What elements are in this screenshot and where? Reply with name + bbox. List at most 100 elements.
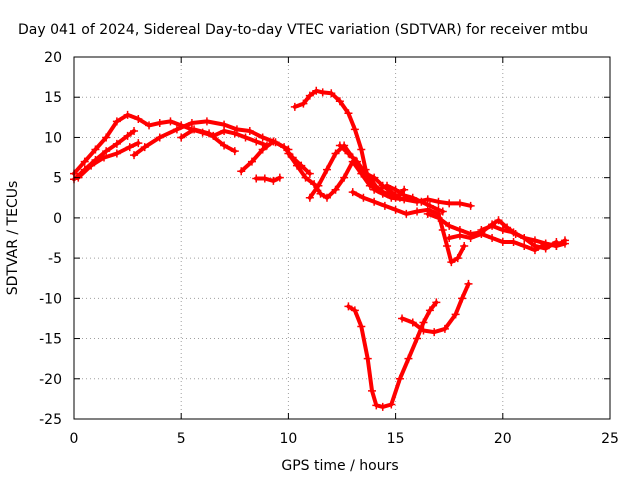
data-point bbox=[520, 242, 529, 251]
y-tick-label: 5 bbox=[53, 171, 62, 187]
data-point bbox=[350, 125, 359, 134]
data-point bbox=[350, 306, 359, 315]
data-point bbox=[498, 238, 507, 247]
data-point bbox=[391, 205, 400, 214]
data-point bbox=[301, 173, 310, 182]
data-point bbox=[477, 225, 486, 234]
data-point bbox=[344, 302, 353, 311]
data-point bbox=[237, 167, 246, 176]
data-point bbox=[445, 221, 454, 230]
data-point bbox=[299, 99, 308, 108]
data-point bbox=[380, 201, 389, 210]
data-point bbox=[260, 174, 269, 183]
data-point bbox=[344, 109, 353, 118]
series-trace bbox=[239, 139, 312, 176]
data-point bbox=[498, 225, 507, 234]
data-point bbox=[230, 147, 239, 156]
data-point bbox=[292, 161, 301, 170]
series-arc-5 bbox=[177, 125, 239, 156]
data-point bbox=[387, 400, 396, 409]
data-point bbox=[530, 242, 539, 251]
data-point bbox=[560, 239, 569, 248]
data-point bbox=[460, 242, 469, 251]
data-point bbox=[87, 161, 96, 170]
y-axis-label: SDTVAR / TECUs bbox=[5, 181, 21, 296]
data-point bbox=[440, 324, 449, 333]
data-point bbox=[331, 149, 340, 158]
data-point bbox=[458, 294, 467, 303]
x-tick-label: 10 bbox=[279, 431, 297, 447]
data-point bbox=[370, 173, 379, 182]
data-point bbox=[488, 234, 497, 242]
data-point bbox=[280, 143, 289, 152]
data-point bbox=[112, 117, 121, 126]
data-point bbox=[374, 185, 383, 194]
data-point bbox=[102, 147, 111, 156]
data-point bbox=[413, 207, 422, 216]
series-arc-16 bbox=[344, 298, 441, 411]
data-point bbox=[284, 149, 293, 158]
data-point bbox=[190, 125, 199, 134]
data-point bbox=[166, 117, 175, 126]
data-point bbox=[134, 139, 143, 148]
data-point bbox=[438, 225, 447, 234]
data-point bbox=[335, 97, 344, 106]
data-point bbox=[361, 169, 370, 178]
data-point bbox=[275, 173, 284, 182]
data-point bbox=[387, 188, 396, 197]
data-point bbox=[455, 199, 464, 208]
data-point bbox=[220, 120, 229, 129]
x-tick-label: 25 bbox=[601, 431, 619, 447]
data-point bbox=[348, 188, 357, 197]
data-point bbox=[322, 193, 331, 202]
data-point bbox=[464, 279, 473, 288]
data-point bbox=[310, 180, 319, 189]
data-point bbox=[402, 209, 411, 218]
data-point bbox=[252, 137, 261, 146]
data-point bbox=[305, 193, 314, 202]
data-point bbox=[423, 195, 432, 204]
y-tick-label: -25 bbox=[39, 412, 62, 428]
data-point bbox=[331, 185, 340, 194]
data-point bbox=[247, 157, 256, 166]
data-point bbox=[370, 197, 379, 206]
x-tick-label: 15 bbox=[387, 431, 405, 447]
x-tick-label: 20 bbox=[494, 431, 512, 447]
data-point bbox=[466, 234, 475, 242]
data-point bbox=[363, 354, 372, 363]
series-trace bbox=[132, 119, 291, 158]
x-tick-label: 5 bbox=[177, 431, 186, 447]
data-point bbox=[488, 221, 497, 230]
data-point bbox=[445, 199, 454, 208]
data-point bbox=[202, 117, 211, 126]
y-tick-label: 20 bbox=[44, 50, 62, 66]
data-point bbox=[378, 181, 387, 190]
chart-title: Day 041 of 2024, Sidereal Day-to-day VTE… bbox=[18, 22, 588, 38]
data-point bbox=[220, 141, 229, 150]
data-point bbox=[187, 118, 196, 127]
data-point bbox=[140, 143, 149, 152]
data-point bbox=[372, 401, 381, 410]
data-point bbox=[318, 88, 327, 97]
data-point bbox=[145, 121, 154, 130]
data-point bbox=[432, 298, 441, 307]
data-point bbox=[134, 114, 143, 123]
data-point bbox=[423, 209, 432, 218]
data-point bbox=[316, 189, 325, 198]
y-tick-label: 10 bbox=[44, 130, 62, 146]
data-point bbox=[455, 231, 464, 240]
data-layer bbox=[70, 86, 569, 411]
data-point bbox=[258, 145, 267, 154]
data-point bbox=[305, 91, 314, 100]
data-point bbox=[404, 354, 413, 363]
data-point bbox=[340, 173, 349, 182]
data-point bbox=[434, 197, 443, 206]
data-point bbox=[230, 129, 239, 138]
data-point bbox=[112, 149, 121, 158]
y-tick-label: 0 bbox=[53, 211, 62, 227]
data-point bbox=[80, 157, 89, 166]
data-point bbox=[443, 242, 452, 251]
data-point bbox=[430, 328, 439, 337]
data-point bbox=[232, 125, 241, 134]
data-point bbox=[400, 191, 409, 200]
